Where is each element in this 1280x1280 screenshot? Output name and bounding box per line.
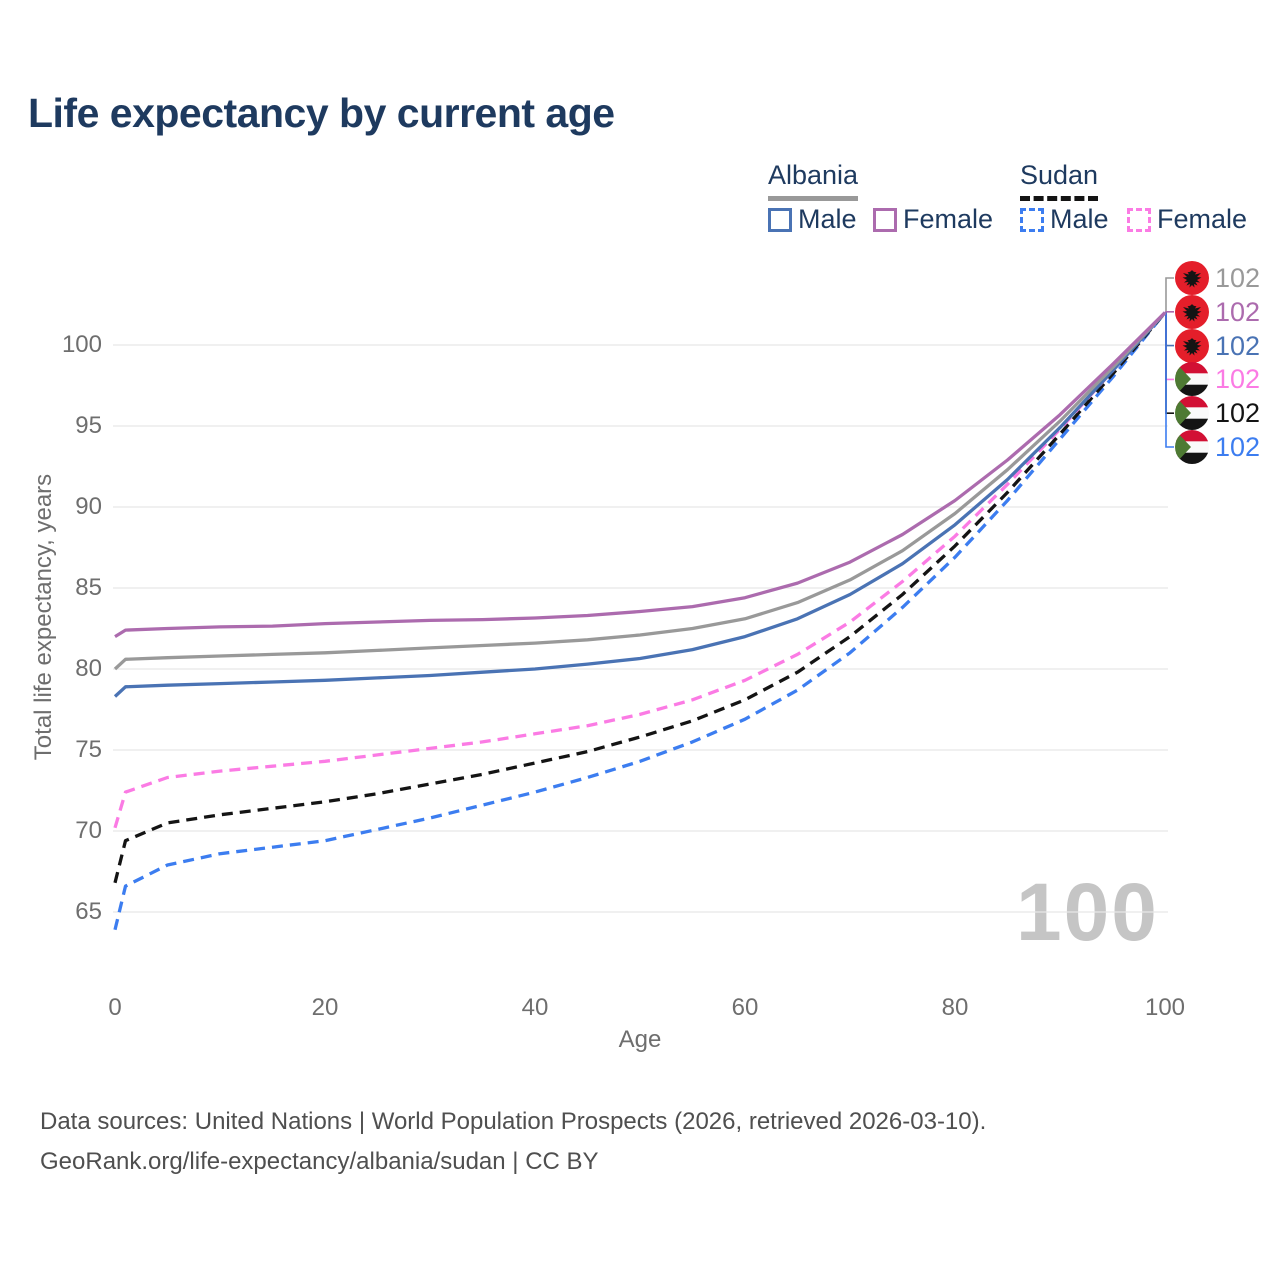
sudan-flag-icon (1175, 396, 1209, 431)
y-tick-100: 100 (61, 331, 102, 358)
sudan-male-swatch (1020, 207, 1044, 232)
legend-item-albania-female[interactable]: Female (873, 204, 993, 235)
footer-attribution: GeoRank.org/life-expectancy/albania/suda… (40, 1148, 599, 1175)
legend-item-sudan-male[interactable]: Male (1020, 204, 1109, 235)
leader-line-2 (1165, 312, 1174, 347)
y-tick-95: 95 (75, 412, 102, 439)
line-sudan-male[interactable] (113, 311, 1167, 931)
x-axis-title: Age (618, 1026, 662, 1053)
leader-line-0 (1165, 277, 1174, 313)
legend-item-sudan-female[interactable]: Female (1127, 204, 1247, 235)
chart-title: Life expectancy by current age (28, 90, 615, 136)
x-tick-80: 80 (941, 994, 969, 1021)
end-value-label: 102 (1215, 296, 1261, 327)
albania-flag-icon (1175, 294, 1209, 329)
sudan-flag-icon (1175, 362, 1209, 397)
end-value-label: 102 (1215, 263, 1261, 293)
albania-male-swatch (768, 207, 792, 232)
end-value-label: 102 (1215, 330, 1261, 361)
y-tick-65: 65 (75, 898, 102, 925)
albania-male-label: Male (798, 204, 857, 234)
sudan-flag-icon (1175, 430, 1209, 464)
line-albania-female[interactable] (114, 311, 1167, 639)
albania-flag-icon (1175, 261, 1209, 295)
leader-line-5 (1165, 312, 1174, 448)
end-label-row-albania-both-sexes: 102 (1175, 261, 1260, 295)
x-tick-20: 20 (311, 994, 339, 1021)
end-label-row-albania-female: 102 (1175, 294, 1261, 329)
y-tick-90: 90 (75, 493, 102, 520)
legend-group-sudan-label[interactable]: Sudan (1020, 160, 1099, 201)
y-axis-title: Total life expectancy, years (30, 473, 57, 761)
end-value-label: 102 (1215, 398, 1261, 429)
y-tick-80: 80 (75, 655, 102, 682)
y-tick-85: 85 (75, 574, 102, 601)
y-tick-70: 70 (75, 817, 102, 844)
line-sudan-female[interactable] (113, 311, 1167, 829)
end-value-label: 102 (1215, 364, 1261, 395)
line-albania-both-sexes[interactable] (113, 311, 1167, 671)
x-tick-0: 0 (108, 994, 122, 1021)
end-value-label: 102 (1215, 432, 1261, 462)
end-label-row-sudan-both-sexes: 102 (1175, 396, 1261, 431)
end-label-row-albania-male: 102 (1175, 328, 1261, 363)
legend-group-albania-label[interactable]: Albania (768, 160, 859, 201)
albania-female-label: Female (903, 204, 994, 234)
albania-flag-icon (1175, 328, 1209, 363)
line-sudan-both-sexes[interactable] (113, 311, 1167, 884)
leader-line-4 (1165, 312, 1174, 414)
line-albania-male[interactable] (113, 311, 1167, 698)
sudan-male-label: Male (1050, 204, 1109, 234)
footer-sources: Data sources: United Nations | World Pop… (40, 1108, 987, 1135)
legend-item-albania-male[interactable]: Male (768, 204, 857, 235)
sudan-female-label: Female (1157, 204, 1248, 234)
x-tick-100: 100 (1144, 994, 1186, 1021)
end-label-row-sudan-female: 102 (1175, 362, 1261, 397)
end-label-row-sudan-male: 102 (1175, 430, 1260, 464)
leader-line-1 (1165, 311, 1174, 313)
x-tick-40: 40 (521, 994, 549, 1021)
sudan-female-swatch (1127, 207, 1151, 232)
x-tick-60: 60 (731, 994, 759, 1021)
y-tick-75: 75 (75, 736, 102, 763)
albania-female-swatch (873, 207, 897, 232)
